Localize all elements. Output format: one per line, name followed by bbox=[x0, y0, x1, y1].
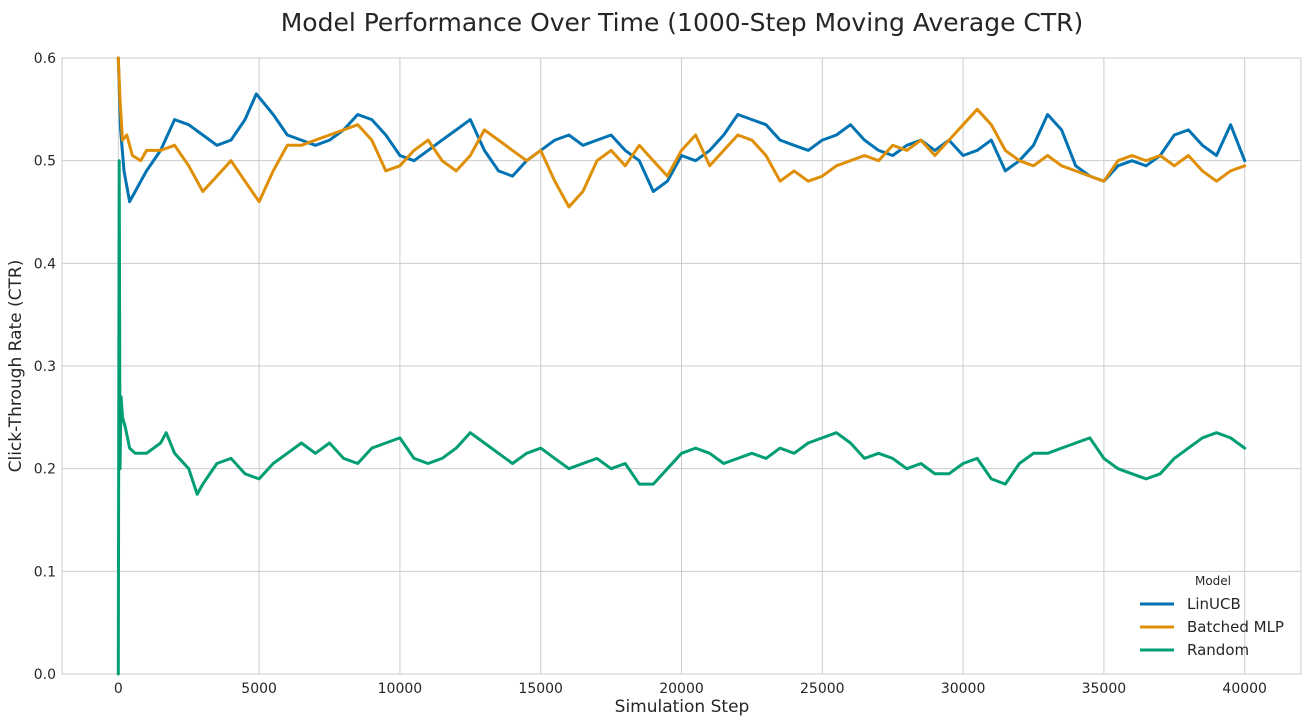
legend: Model LinUCB Batched MLP Random bbox=[1140, 574, 1284, 659]
x-tick-labels: 0 5000 10000 15000 20000 25000 30000 35000 40000 bbox=[114, 681, 1267, 697]
y-tick-labels: 0.0 0.1 0.2 0.3 0.4 0.5 0.6 bbox=[34, 51, 56, 683]
y-tick-label: 0.0 bbox=[34, 667, 56, 683]
series-line-linucb bbox=[116, 56, 1247, 204]
x-tick-label: 30000 bbox=[941, 681, 986, 697]
y-tick-label: 0.2 bbox=[34, 462, 56, 478]
series-line-batched-mlp bbox=[116, 56, 1247, 209]
legend-label-batched-mlp: Batched MLP bbox=[1187, 618, 1284, 636]
x-tick-label: 10000 bbox=[378, 681, 423, 697]
y-tick-label: 0.5 bbox=[34, 154, 56, 170]
y-tick-label: 0.1 bbox=[34, 564, 56, 580]
y-tick-label: 0.4 bbox=[34, 256, 56, 272]
x-tick-label: 0 bbox=[114, 681, 123, 697]
legend-label-random: Random bbox=[1187, 641, 1249, 659]
series-line-random bbox=[116, 159, 1247, 676]
legend-label-linucb: LinUCB bbox=[1187, 595, 1241, 613]
x-tick-label: 40000 bbox=[1222, 681, 1267, 697]
x-tick-label: 5000 bbox=[241, 681, 277, 697]
plot-frame bbox=[61, 57, 1302, 675]
x-tick-label: 20000 bbox=[659, 681, 704, 697]
x-axis-label: Simulation Step bbox=[615, 697, 750, 717]
legend-title: Model bbox=[1195, 574, 1231, 588]
x-tick-label: 15000 bbox=[518, 681, 563, 697]
y-axis-label: Click-Through Rate (CTR) bbox=[6, 260, 26, 473]
x-tick-label: 25000 bbox=[800, 681, 845, 697]
series-lines bbox=[116, 56, 1247, 676]
chart-title: Model Performance Over Time (1000-Step M… bbox=[281, 8, 1084, 37]
x-tick-label: 35000 bbox=[1082, 681, 1127, 697]
y-tick-label: 0.6 bbox=[34, 51, 56, 67]
y-tick-label: 0.3 bbox=[34, 359, 56, 375]
